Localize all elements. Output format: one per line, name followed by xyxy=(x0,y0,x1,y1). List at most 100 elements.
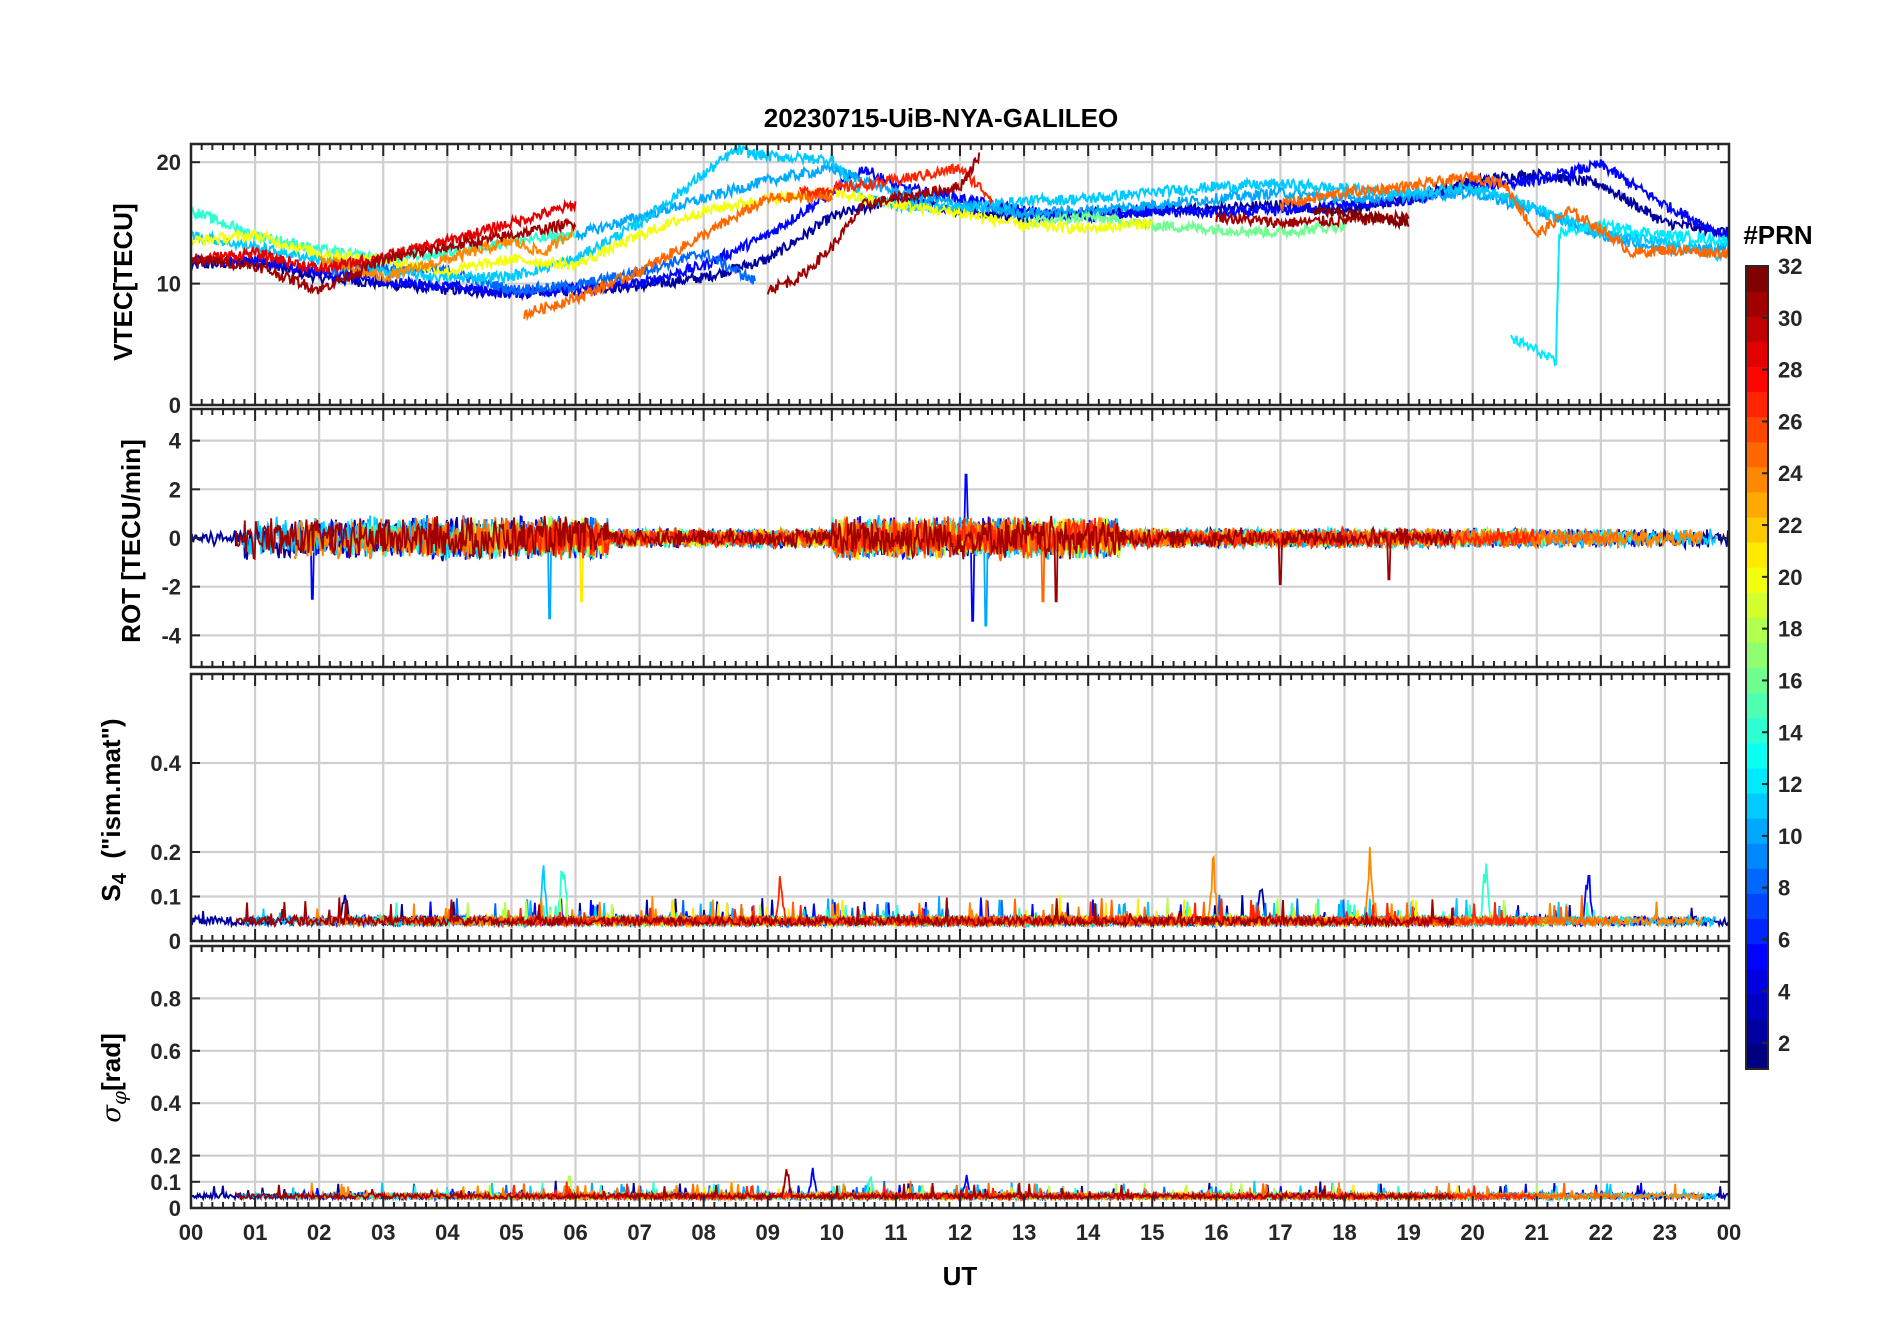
colorbar-swatch xyxy=(1746,642,1768,669)
colorbar-tick-label: 4 xyxy=(1778,979,1791,1004)
sigma-phi-ticks xyxy=(190,946,1730,1209)
colorbar-swatch xyxy=(1746,491,1768,518)
y-tick-label: 0.4 xyxy=(150,1091,181,1116)
colorbar-swatch xyxy=(1746,441,1768,468)
y-tick-label: 0.1 xyxy=(150,1170,181,1195)
colorbar-swatch xyxy=(1746,1043,1768,1070)
x-tick-label: 20 xyxy=(1460,1220,1484,1245)
colorbar-tick-label: 20 xyxy=(1778,565,1802,590)
colorbar-tick-label: 8 xyxy=(1778,876,1790,901)
y-tick-label: -2 xyxy=(161,575,181,600)
colorbar-swatch xyxy=(1746,843,1768,869)
colorbar-swatch xyxy=(1746,266,1768,292)
series-line xyxy=(235,897,1455,929)
sigma-phi-ylabel-sigma: σ xyxy=(97,1104,127,1123)
series-line xyxy=(1312,205,1410,231)
colorbar-swatch xyxy=(1746,968,1768,995)
x-tick-label: 09 xyxy=(756,1220,780,1245)
colorbar-swatch xyxy=(1746,416,1768,443)
x-tick-label: 00 xyxy=(179,1220,203,1245)
rot-ytick-labels: -4 -2 0 2 4 xyxy=(161,429,181,649)
x-tick-label: 03 xyxy=(371,1220,395,1245)
series-line xyxy=(1279,171,1730,260)
vtec-ytick-labels: 0 10 20 xyxy=(157,150,181,418)
chart-title: 20230715-UiB-NYA-GALILEO xyxy=(764,103,1119,133)
rot-panel: -4 -2 0 2 4 ROT [TECU/min] xyxy=(116,407,1731,669)
sigma-phi-lines xyxy=(190,1167,1730,1203)
colorbar-swatch xyxy=(1746,291,1768,317)
s4-grid xyxy=(189,674,1731,943)
x-tick-label: 04 xyxy=(435,1220,460,1245)
colorbar-tick-label: 24 xyxy=(1778,461,1803,486)
colorbar-tick-label: 26 xyxy=(1778,409,1802,434)
y-tick-label: 0 xyxy=(169,526,181,551)
colorbar-swatches xyxy=(1746,266,1768,1070)
series-line xyxy=(235,515,1454,603)
x-tick-label: 08 xyxy=(691,1220,715,1245)
y-tick-label: 0.4 xyxy=(150,751,181,776)
x-tick-label: 05 xyxy=(499,1220,523,1245)
colorbar-frame xyxy=(1745,265,1769,1070)
x-tick-label: 18 xyxy=(1332,1220,1356,1245)
colorbar-swatch xyxy=(1746,617,1768,644)
vtec-panel: 0 10 20 VTEC[TECU] xyxy=(108,142,1731,418)
series-line xyxy=(575,160,1730,258)
colorbar-swatch xyxy=(1746,692,1768,719)
sigma-phi-panel: 00.10.2 0.4 0.6 0.8 σφ[rad] xyxy=(96,944,1731,1221)
colorbar-tick-label: 22 xyxy=(1778,513,1802,538)
y-tick-label: 0 xyxy=(169,1196,181,1221)
colorbar-tick-label: 10 xyxy=(1778,824,1802,849)
x-tick-label: 11 xyxy=(884,1220,907,1245)
x-tick-label: 16 xyxy=(1204,1220,1228,1245)
colorbar-swatch xyxy=(1746,918,1768,945)
colorbar-swatch xyxy=(1746,516,1768,543)
colorbar-swatch xyxy=(1746,792,1768,819)
vtec-lines xyxy=(190,144,1730,367)
colorbar-tick-label: 16 xyxy=(1778,668,1802,693)
rot-ylabel: ROT [TECU/min] xyxy=(116,439,146,643)
y-tick-label: 0 xyxy=(169,929,181,954)
sigma-phi-ylabel-phi: φ xyxy=(107,1091,131,1105)
x-tick-label: 01 xyxy=(243,1220,267,1245)
colorbar-swatch xyxy=(1746,542,1768,568)
s4-ylabel-main: S xyxy=(96,884,126,901)
series-line xyxy=(798,163,993,206)
series-line xyxy=(190,184,1154,280)
colorbar-swatch xyxy=(1746,391,1768,418)
colorbar-swatch xyxy=(1746,366,1768,393)
x-tick-label: 07 xyxy=(627,1220,651,1245)
colorbar-swatch xyxy=(1746,717,1768,744)
x-tick-labels: 00 01 02 03 04 05 06 07 08 09 10 11 12 13 14 15 16 17 18 19… xyxy=(179,1220,1741,1245)
x-tick-label: 12 xyxy=(948,1220,972,1245)
rot-ticks xyxy=(190,409,1730,667)
colorbar-tick-label: 28 xyxy=(1778,358,1802,383)
colorbar-tick-label: 6 xyxy=(1778,927,1790,952)
y-tick-label: 0.1 xyxy=(150,885,181,910)
vtec-ylabel: VTEC[TECU] xyxy=(108,203,138,360)
colorbar-swatch xyxy=(1746,341,1768,367)
colorbar-swatch xyxy=(1746,943,1768,970)
y-tick-label: 20 xyxy=(157,150,181,175)
series-line xyxy=(235,1169,1455,1203)
colorbar-tick-label: 32 xyxy=(1778,254,1802,279)
s4-ylabel-rest: ("ism.mat") xyxy=(96,718,126,873)
s4-ytick-labels: 0 0.1 0.2 0.4 xyxy=(150,751,181,954)
x-tick-label: 15 xyxy=(1140,1220,1164,1245)
x-tick-label: 23 xyxy=(1653,1220,1677,1245)
y-tick-label: 10 xyxy=(157,272,181,297)
x-tick-label: 14 xyxy=(1076,1220,1101,1245)
y-tick-label: 0.2 xyxy=(150,1144,181,1169)
colorbar-swatch xyxy=(1746,592,1768,618)
sigma-phi-ylabel-rest: [rad] xyxy=(96,1033,126,1091)
x-tick-label: 22 xyxy=(1589,1220,1613,1245)
s4-ylabel-sub: 4 xyxy=(109,872,131,884)
y-tick-label: 0 xyxy=(169,393,181,418)
sigma-phi-ylabel: σφ[rad] xyxy=(96,1033,131,1123)
sigma-phi-grid xyxy=(189,946,1731,1210)
x-tick-label: 02 xyxy=(307,1220,331,1245)
series-line xyxy=(190,217,577,295)
series-line xyxy=(318,224,576,285)
colorbar-swatch xyxy=(1746,767,1768,794)
